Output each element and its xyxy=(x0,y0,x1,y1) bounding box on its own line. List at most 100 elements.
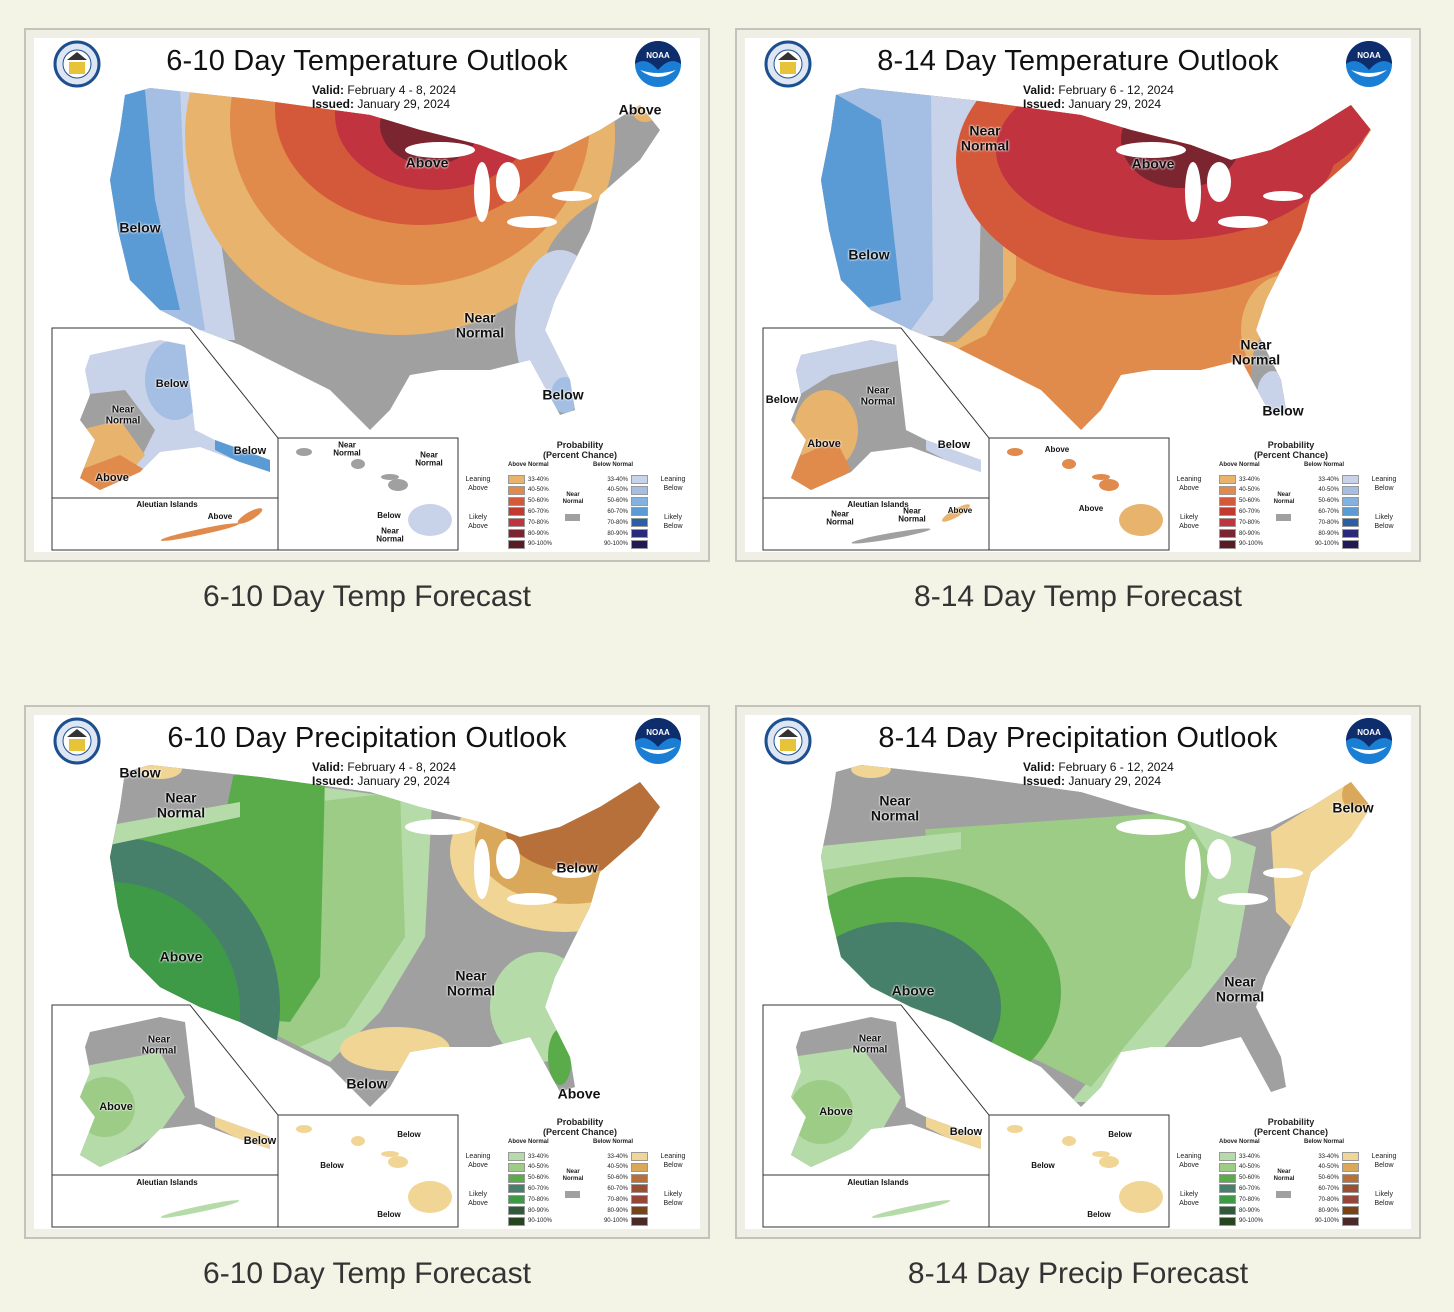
below-legend-row: 33-40% xyxy=(1311,1152,1359,1161)
above-legend-row: 90-100% xyxy=(1219,539,1263,549)
map-label: Near Normal xyxy=(376,526,404,544)
map-label: Near Normal xyxy=(826,509,854,527)
legend-swatch xyxy=(508,485,525,495)
map-label: Near Normal xyxy=(105,404,141,426)
legend-swatch xyxy=(631,1162,648,1172)
map-label: Near Normal xyxy=(415,450,443,468)
near-normal-label: Near Normal xyxy=(1273,1169,1295,1182)
legend-swatch xyxy=(1219,1206,1236,1215)
issued-label: Issued: xyxy=(312,774,355,788)
legend-swatch xyxy=(1219,1162,1236,1172)
legend-swatch xyxy=(631,1216,648,1226)
legend-swatch xyxy=(1219,1195,1236,1205)
legend-swatch xyxy=(631,1184,648,1194)
legend-range: 60-70% xyxy=(1239,508,1260,515)
commerce-seal-icon xyxy=(53,40,101,93)
probability-legend: Probability (Percent Chance) Above Normal B… xyxy=(460,1115,700,1229)
legend-range: 50-60% xyxy=(528,498,549,505)
outlook-map-image: NOAA 6-10 Day Temperature Outlook Valid:… xyxy=(34,38,700,552)
panel-caption: 8-14 Day Temp Forecast xyxy=(914,580,1242,613)
legend-swatch xyxy=(508,1152,525,1161)
below-legend-row: 60-70% xyxy=(1311,1184,1359,1194)
legend-swatch xyxy=(631,485,648,495)
valid-label: Valid: xyxy=(312,760,345,774)
likely-below-label: Likely Below xyxy=(663,1191,683,1207)
map-label: Aleutian Islands xyxy=(847,1177,909,1187)
below-legend-row: 33-40% xyxy=(600,475,648,484)
leaning-above-label: Leaning Above xyxy=(465,1153,491,1169)
legend-range: 90-100% xyxy=(1314,541,1339,548)
valid-label: Valid: xyxy=(1023,760,1056,774)
legend-range: 33-40% xyxy=(528,1153,549,1160)
date-info: Valid: February 6 - 12, 2024 Issued: Janu… xyxy=(1023,760,1174,788)
above-legend-row: 60-70% xyxy=(508,1184,549,1194)
legend-range: 80-90% xyxy=(607,530,628,537)
issued-date: January 29, 2024 xyxy=(357,774,451,788)
legend-range: 50-60% xyxy=(1318,1175,1339,1182)
legend-range: 80-90% xyxy=(1239,530,1260,537)
legend-range: 40-50% xyxy=(1239,487,1260,494)
legend-range: 70-80% xyxy=(1318,1196,1339,1203)
map-label: Near Normal xyxy=(141,1034,177,1056)
leaning-above-label: Leaning Above xyxy=(1176,476,1202,492)
map-label: Near Normal xyxy=(870,792,920,823)
above-legend-row: 33-40% xyxy=(1219,1152,1260,1161)
map-label: Below xyxy=(848,246,890,263)
legend-swatch xyxy=(1219,518,1236,528)
above-legend-row: 70-80% xyxy=(1219,518,1260,528)
legend-swatch xyxy=(1219,1173,1236,1183)
map-label: Above xyxy=(99,1101,133,1114)
near-normal-label: Near Normal xyxy=(562,492,584,505)
likely-above-label: Likely Above xyxy=(468,1191,488,1207)
commerce-seal-icon xyxy=(53,717,101,770)
probability-legend: Probability (Percent Chance) Above Normal B… xyxy=(1171,1115,1411,1229)
map-label: Below xyxy=(1332,799,1374,816)
legend-swatch xyxy=(508,539,525,549)
probability-legend: Probability (Percent Chance) Above Normal B… xyxy=(460,438,700,552)
map-label: Below xyxy=(949,1126,983,1139)
map-label: Near Normal xyxy=(852,1033,888,1055)
legend-range: 80-90% xyxy=(528,1207,549,1214)
valid-dates: February 6 - 12, 2024 xyxy=(1058,760,1174,774)
legend-swatch xyxy=(631,507,648,517)
map-label: Below xyxy=(243,1135,277,1148)
svg-text:NOAA: NOAA xyxy=(646,51,670,60)
legend-swatch xyxy=(1219,529,1236,538)
legend-range: 60-70% xyxy=(1318,508,1339,515)
below-legend-row: 40-50% xyxy=(600,1162,648,1172)
map-label: Below xyxy=(233,445,267,458)
legend-swatch xyxy=(1342,496,1359,506)
legend-range: 33-40% xyxy=(1239,476,1260,483)
map-label: Below xyxy=(1108,1129,1132,1139)
legend-range: 40-50% xyxy=(1318,487,1339,494)
legend-range: 33-40% xyxy=(607,1153,628,1160)
legend-range: 50-60% xyxy=(607,1175,628,1182)
map-label: Below xyxy=(556,859,598,876)
legend-range: 40-50% xyxy=(607,487,628,494)
map-label: Above xyxy=(207,511,233,521)
map-label: Above xyxy=(1131,155,1175,172)
legend-range: 70-80% xyxy=(1318,519,1339,526)
noaa-logo-icon: NOAA xyxy=(1345,717,1393,770)
above-legend-row: 60-70% xyxy=(1219,1184,1260,1194)
legend-swatch xyxy=(1342,1195,1359,1205)
legend-swatch xyxy=(508,518,525,528)
above-legend-row: 40-50% xyxy=(508,485,549,495)
valid-label: Valid: xyxy=(312,83,345,97)
legend-title-text: Probability xyxy=(556,1117,604,1127)
valid-label: Valid: xyxy=(1023,83,1056,97)
probability-legend: Probability (Percent Chance) Above Normal B… xyxy=(1171,438,1411,552)
below-normal-header: Below Normal xyxy=(1304,1139,1345,1145)
map-label: Above xyxy=(1044,444,1070,454)
legend-swatch xyxy=(508,1195,525,1205)
legend-range: 70-80% xyxy=(607,519,628,526)
legend-swatch xyxy=(1219,507,1236,517)
legend-range: 50-60% xyxy=(528,1175,549,1182)
valid-dates: February 4 - 8, 2024 xyxy=(347,760,457,774)
precipitation-map xyxy=(51,765,660,1228)
legend-subtitle: (Percent Chance) xyxy=(1253,1127,1329,1137)
legend-swatch xyxy=(631,1206,648,1215)
legend-range: 60-70% xyxy=(607,508,628,515)
panel-caption: 6-10 Day Temp Forecast xyxy=(203,1257,531,1290)
below-legend-row: 50-60% xyxy=(1311,496,1359,506)
